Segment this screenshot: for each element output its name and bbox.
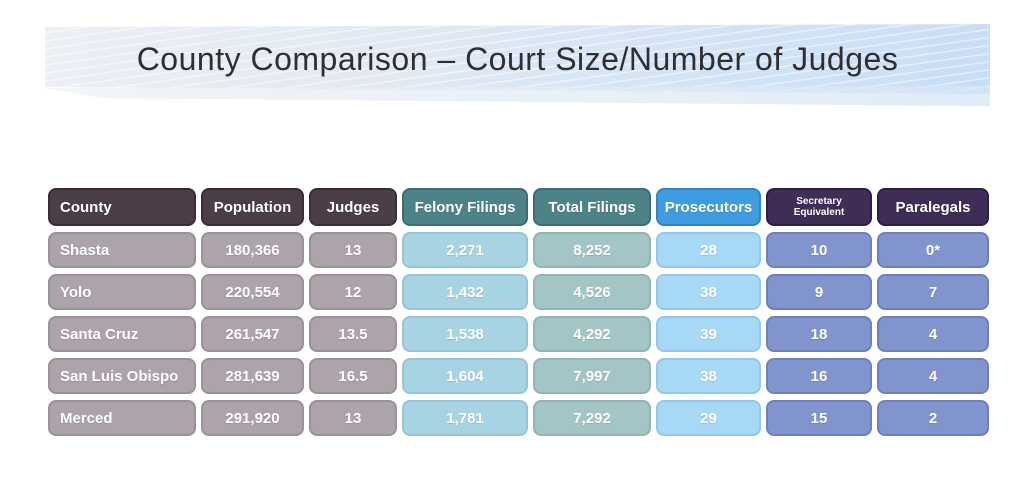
cell-judges: 13 [309,400,397,436]
column-header-total-filings: Total Filings [533,188,651,226]
cell-population: 281,639 [201,358,304,394]
cell-prosecutors: 38 [656,274,761,310]
cell-judges: 13.5 [309,316,397,352]
cell-prosecutors: 29 [656,400,761,436]
cell-judges: 13 [309,232,397,268]
cell-total-filings: 7,292 [533,400,651,436]
column-header-county: County [48,188,196,226]
cell-prosecutors: 28 [656,232,761,268]
cell-secretary-equivalent: 9 [766,274,872,310]
cell-total-filings: 4,292 [533,316,651,352]
column-header-judges: Judges [309,188,397,226]
cell-felony-filings: 1,604 [402,358,528,394]
column-header-secretary-equivalent: Secretary Equivalent [766,188,872,226]
cell-county: Santa Cruz [48,316,196,352]
cell-total-filings: 7,997 [533,358,651,394]
cell-county: Shasta [48,232,196,268]
cell-secretary-equivalent: 18 [766,316,872,352]
column-header-population: Population [201,188,304,226]
cell-total-filings: 8,252 [533,232,651,268]
cell-county: Merced [48,400,196,436]
cell-county: Yolo [48,274,196,310]
cell-felony-filings: 1,538 [402,316,528,352]
title-banner: County Comparison – Court Size/Number of… [45,24,990,108]
cell-paralegals: 0* [877,232,989,268]
cell-county: San Luis Obispo [48,358,196,394]
cell-population: 180,366 [201,232,304,268]
cell-paralegals: 4 [877,358,989,394]
cell-felony-filings: 1,432 [402,274,528,310]
cell-paralegals: 2 [877,400,989,436]
cell-paralegals: 4 [877,316,989,352]
cell-judges: 12 [309,274,397,310]
comparison-table: County Population Judges Felony Filings … [48,188,989,436]
column-header-prosecutors: Prosecutors [656,188,761,226]
cell-felony-filings: 2,271 [402,232,528,268]
slide-title: County Comparison – Court Size/Number of… [136,40,899,77]
column-header-paralegals: Paralegals [877,188,989,226]
cell-paralegals: 7 [877,274,989,310]
cell-population: 261,547 [201,316,304,352]
cell-population: 291,920 [201,400,304,436]
cell-secretary-equivalent: 15 [766,400,872,436]
cell-prosecutors: 38 [656,358,761,394]
cell-prosecutors: 39 [656,316,761,352]
cell-felony-filings: 1,781 [402,400,528,436]
cell-secretary-equivalent: 16 [766,358,872,394]
cell-population: 220,554 [201,274,304,310]
cell-judges: 16.5 [309,358,397,394]
banner-ribbon [45,24,990,94]
cell-secretary-equivalent: 10 [766,232,872,268]
cell-total-filings: 4,526 [533,274,651,310]
column-header-felony-filings: Felony Filings [402,188,528,226]
